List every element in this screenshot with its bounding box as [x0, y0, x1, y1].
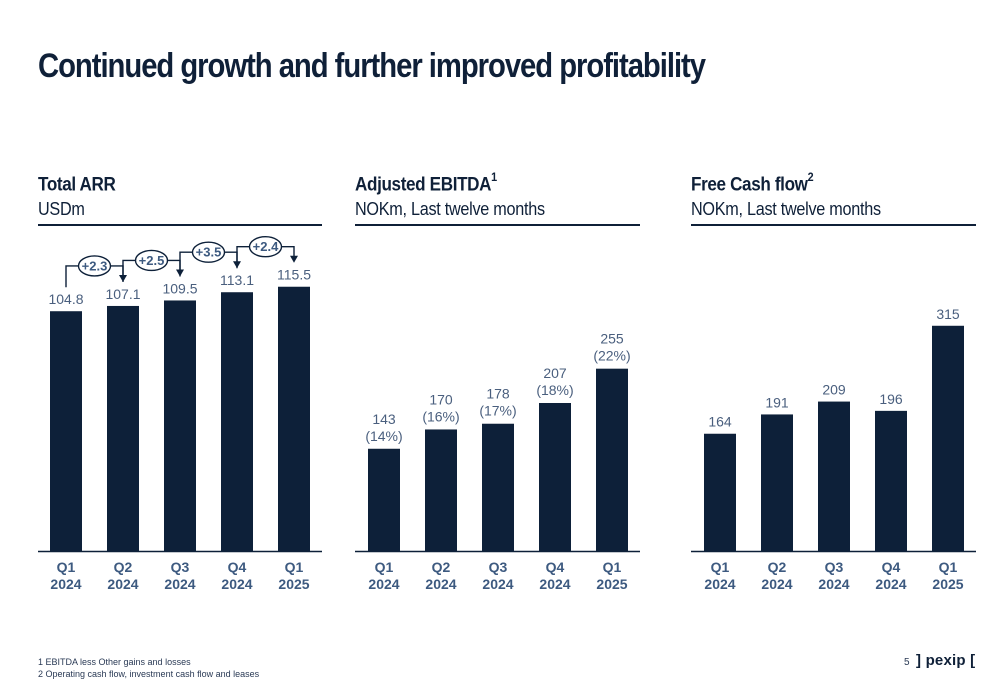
panel-title: Free Cash flow2 [691, 170, 814, 196]
panel-subtitle: NOKm, Last twelve months [355, 199, 545, 220]
bar [368, 448, 400, 551]
panel-subtitle: USDm [38, 199, 85, 220]
delta-label: +3.5 [196, 245, 222, 260]
bar [50, 311, 82, 551]
panel-header-ebitda: Adjusted EBITDA1 NOKm, Last twelve month… [355, 170, 566, 220]
margin-label: (22%) [593, 348, 630, 364]
bar [596, 368, 628, 551]
x-tick-label: 2024 [818, 576, 849, 592]
x-tick-label: 2024 [164, 576, 195, 592]
data-label: 115.5 [277, 267, 311, 283]
data-label: 113.1 [220, 272, 254, 288]
x-tick-label: 2024 [761, 576, 792, 592]
panel-subtitle: NOKm, Last twelve months [691, 199, 881, 220]
delta-bubble [248, 236, 283, 258]
panel-rule [691, 224, 976, 226]
data-label: 178 [486, 386, 510, 402]
x-tick-label: Q1 [711, 559, 730, 575]
footnote: 1 EBITDA less Other gains and losses [38, 657, 191, 667]
x-tick-label: Q3 [171, 559, 190, 575]
delta-bubble [191, 241, 226, 263]
delta-bubble [77, 255, 112, 277]
x-tick-label: 2024 [368, 576, 399, 592]
x-tick-label: Q1 [57, 559, 76, 575]
x-tick-label: 2024 [425, 576, 456, 592]
x-tick-label: 2024 [221, 576, 252, 592]
margin-label: (17%) [479, 403, 516, 419]
panel-title: Total ARR [38, 174, 116, 196]
x-tick-label: Q4 [228, 559, 247, 575]
x-tick-label: 2024 [539, 576, 570, 592]
x-tick-label: 2024 [875, 576, 906, 592]
x-tick-label: Q2 [768, 559, 787, 575]
margin-label: (18%) [536, 382, 573, 398]
x-tick-label: Q3 [825, 559, 844, 575]
footnotes: 1 EBITDA less Other gains and losses 2 O… [38, 656, 259, 680]
bar [221, 292, 253, 551]
data-label: 209 [822, 382, 846, 398]
delta-label: +2.4 [253, 239, 279, 254]
delta-label: +2.5 [139, 253, 165, 268]
bar [704, 433, 736, 551]
x-tick-label: Q4 [546, 559, 565, 575]
bar [818, 401, 850, 551]
data-label: 109.5 [162, 280, 197, 296]
x-tick-label: Q1 [285, 559, 304, 575]
x-tick-label: Q4 [882, 559, 901, 575]
x-tick-label: 2024 [482, 576, 513, 592]
panel-header-fcf: Free Cash flow2 NOKm, Last twelve months [691, 170, 902, 220]
panel-title: Adjusted EBITDA1 [355, 170, 497, 196]
data-label: 207 [543, 365, 567, 381]
data-label: 315 [936, 306, 960, 322]
data-label: 255 [600, 331, 624, 347]
x-tick-label: 2025 [596, 576, 627, 592]
footnote: 2 Operating cash flow, investment cash f… [38, 669, 260, 679]
pexip-logo: ] pexip [ [916, 652, 976, 669]
x-tick-label: 2024 [704, 576, 735, 592]
data-label: 143 [372, 411, 396, 427]
x-tick-label: Q2 [432, 559, 451, 575]
data-label: 191 [765, 394, 789, 410]
x-tick-label: Q1 [375, 559, 394, 575]
x-tick-label: 2025 [278, 576, 309, 592]
x-tick-label: 2024 [50, 576, 81, 592]
bar [932, 325, 964, 551]
page-number: 5 [904, 657, 910, 668]
delta-label: +2.3 [82, 258, 108, 273]
bar [539, 402, 571, 551]
panel-header-arr: Total ARR USDm [38, 172, 124, 220]
margin-label: (14%) [365, 428, 402, 444]
page-title: Continued growth and further improved pr… [38, 47, 706, 85]
data-label: 170 [429, 391, 453, 407]
bar [482, 423, 514, 551]
bar [278, 286, 310, 551]
delta-bubble [134, 249, 169, 272]
x-tick-label: Q2 [114, 559, 133, 575]
bar [425, 429, 457, 551]
x-tick-label: 2025 [932, 576, 963, 592]
bar [875, 410, 907, 551]
data-label: 164 [708, 414, 732, 430]
bar [164, 300, 196, 551]
data-label: 104.8 [48, 291, 83, 307]
panel-rule [355, 224, 640, 226]
data-label: 196 [879, 391, 903, 407]
x-tick-label: Q1 [603, 559, 622, 575]
bar [107, 305, 139, 551]
margin-label: (16%) [422, 408, 459, 424]
x-tick-label: Q3 [489, 559, 508, 575]
panel-rule [38, 224, 322, 226]
bar [761, 414, 793, 551]
delta-arrow-icon [290, 255, 298, 263]
x-tick-label: Q1 [939, 559, 958, 575]
x-tick-label: 2024 [107, 576, 138, 592]
data-label: 107.1 [105, 286, 140, 302]
